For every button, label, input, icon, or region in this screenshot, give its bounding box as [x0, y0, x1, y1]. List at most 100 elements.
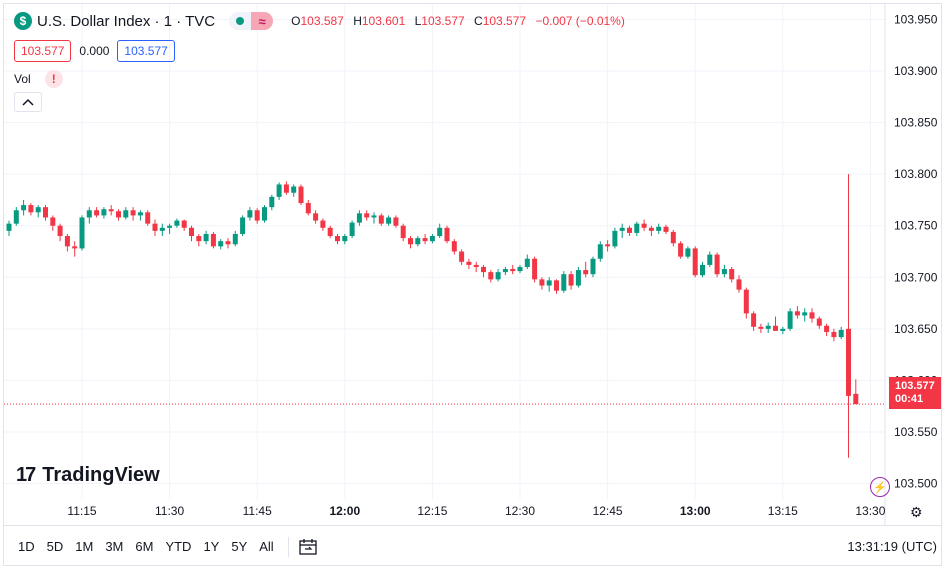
candle[interactable]	[262, 205, 267, 223]
market-status-pill[interactable]: ≈	[229, 12, 274, 30]
candle[interactable]	[736, 275, 742, 293]
candle[interactable]	[57, 223, 63, 242]
warning-icon[interactable]: !	[44, 70, 63, 88]
tradingview-logo[interactable]: 17 TradingView	[16, 464, 160, 487]
candle[interactable]	[743, 287, 749, 319]
candle[interactable]	[320, 218, 326, 231]
candle[interactable]	[28, 203, 34, 216]
candle[interactable]	[218, 239, 224, 250]
candle[interactable]	[342, 233, 348, 245]
collapse-legend-button[interactable]	[14, 92, 42, 112]
utc-clock[interactable]: 13:31:19 (UTC)	[847, 539, 937, 554]
candle[interactable]	[510, 264, 516, 275]
candle[interactable]	[824, 323, 830, 337]
candle[interactable]	[481, 264, 486, 278]
candle[interactable]	[50, 215, 56, 231]
candle[interactable]	[473, 261, 479, 273]
candle[interactable]	[678, 241, 684, 259]
candle[interactable]	[575, 266, 581, 288]
candle[interactable]	[64, 233, 70, 252]
candle[interactable]	[539, 277, 545, 290]
candle[interactable]	[853, 379, 859, 405]
candle[interactable]	[6, 220, 12, 237]
candle[interactable]	[35, 205, 41, 218]
candle[interactable]	[773, 316, 778, 331]
candle[interactable]	[663, 224, 669, 234]
candle[interactable]	[692, 246, 698, 278]
range-1y[interactable]: 1Y	[203, 539, 220, 554]
candle[interactable]	[123, 207, 129, 220]
candle[interactable]	[787, 308, 793, 331]
candle[interactable]	[400, 223, 406, 242]
candle[interactable]	[298, 184, 304, 206]
candle[interactable]	[335, 233, 340, 245]
candle[interactable]	[780, 326, 786, 334]
candle[interactable]	[167, 223, 173, 234]
candle[interactable]	[627, 225, 632, 237]
candle[interactable]	[276, 182, 282, 200]
candle[interactable]	[721, 264, 727, 278]
candle[interactable]	[349, 220, 355, 239]
candle[interactable]	[634, 221, 640, 237]
candle[interactable]	[159, 223, 165, 237]
candle[interactable]	[437, 223, 443, 239]
candle[interactable]	[561, 271, 567, 293]
candle[interactable]	[648, 225, 654, 237]
range-5d[interactable]: 5D	[46, 539, 64, 554]
bolt-icon[interactable]: ⚡	[870, 477, 890, 497]
candle[interactable]	[816, 316, 822, 329]
candle[interactable]	[210, 231, 216, 249]
range-5y[interactable]: 5Y	[231, 539, 248, 554]
candle[interactable]	[809, 308, 815, 323]
candle[interactable]	[597, 241, 603, 262]
gear-icon[interactable]: ⚙	[910, 504, 923, 520]
candle[interactable]	[765, 322, 771, 333]
candle[interactable]	[313, 210, 319, 224]
candle[interactable]	[305, 199, 311, 216]
candle[interactable]	[685, 246, 691, 259]
calendar-compare-icon[interactable]	[297, 537, 319, 557]
candle[interactable]	[21, 199, 27, 216]
candle[interactable]	[459, 249, 465, 265]
symbol-title[interactable]: U.S. Dollar Index · 1 · TVC	[37, 12, 216, 30]
candle[interactable]	[225, 238, 231, 249]
candle[interactable]	[641, 219, 647, 231]
candle[interactable]	[502, 266, 508, 276]
candle[interactable]	[174, 218, 180, 228]
candle[interactable]	[583, 261, 589, 278]
candle[interactable]	[517, 264, 523, 274]
candle[interactable]	[283, 181, 289, 195]
candle[interactable]	[181, 219, 187, 231]
candle[interactable]	[495, 269, 501, 282]
candle[interactable]	[386, 215, 392, 226]
candle[interactable]	[546, 277, 552, 292]
sell-price-button[interactable]: 103.577	[14, 40, 72, 62]
candle[interactable]	[794, 306, 800, 319]
range-1d[interactable]: 1D	[18, 539, 35, 554]
candle[interactable]	[152, 219, 158, 237]
range-3m[interactable]: 3M	[105, 539, 124, 554]
candle[interactable]	[72, 241, 78, 257]
candle[interactable]	[751, 311, 757, 331]
range-all[interactable]: All	[259, 539, 274, 554]
range-6m[interactable]: 6M	[135, 539, 154, 554]
candle[interactable]	[86, 207, 92, 224]
candle[interactable]	[729, 266, 735, 283]
candle[interactable]	[393, 215, 399, 228]
candle[interactable]	[327, 225, 333, 239]
candle[interactable]	[356, 210, 362, 226]
candle[interactable]	[488, 270, 494, 283]
candle[interactable]	[415, 236, 421, 247]
candle[interactable]	[108, 205, 114, 216]
range-ytd[interactable]: YTD	[165, 539, 192, 554]
candle[interactable]	[240, 215, 246, 237]
candle[interactable]	[714, 252, 720, 278]
candle[interactable]	[846, 174, 851, 458]
candle[interactable]	[196, 233, 202, 247]
candle[interactable]	[203, 230, 209, 245]
candle[interactable]	[700, 261, 705, 278]
candle[interactable]	[254, 208, 260, 224]
candle[interactable]	[831, 328, 837, 342]
candle[interactable]	[189, 225, 194, 242]
candle[interactable]	[451, 239, 457, 255]
